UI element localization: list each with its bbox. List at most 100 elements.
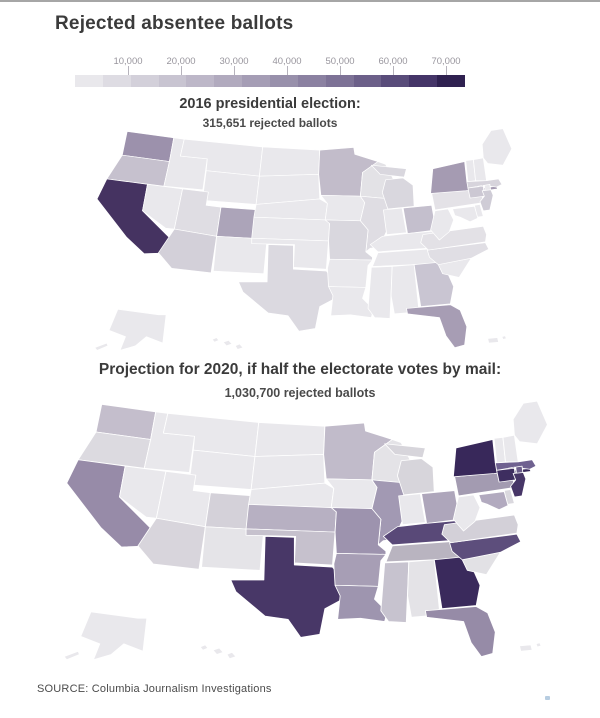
legend-tick (340, 66, 341, 75)
state-WV (430, 208, 455, 241)
state-MI (381, 177, 415, 210)
state-PR (535, 642, 542, 648)
state-HI (212, 647, 224, 655)
state-AZ (137, 517, 206, 570)
state-NH (502, 434, 519, 463)
state-AK (63, 650, 80, 661)
state-ND (259, 146, 321, 177)
state-FL (424, 606, 496, 657)
state-VA (420, 226, 487, 251)
state-TX (238, 244, 338, 332)
state-MI (384, 443, 426, 458)
state-MO (330, 507, 387, 555)
us-map-2016 (94, 128, 513, 351)
legend-tick (393, 66, 394, 75)
state-FL (406, 304, 468, 348)
state-IN (383, 207, 407, 235)
map-2016-subheading: 315,651 rejected ballots (202, 116, 338, 130)
state-PR (501, 335, 507, 340)
legend-tick-label: 50,000 (325, 56, 355, 67)
state-AZ (158, 228, 217, 274)
state-IA (325, 478, 378, 510)
state-IN (398, 493, 426, 525)
state-AL (407, 559, 440, 618)
legend-segment (409, 75, 438, 87)
state-WY (188, 449, 256, 490)
state-NM (201, 526, 265, 571)
state-NJ (510, 472, 527, 498)
state-MD (478, 491, 509, 511)
source-credit: SOURCE: Columbia Journalism Investigatio… (37, 683, 272, 695)
legend-color-bar (75, 75, 466, 87)
legend-tick-label: 40,000 (272, 56, 302, 67)
legend-segment (381, 75, 410, 87)
legend-segment (297, 75, 326, 87)
state-AK (94, 342, 109, 351)
legend-segment (214, 75, 243, 87)
legend-tick (287, 66, 288, 75)
legend-segment (75, 75, 103, 87)
state-WY (201, 170, 260, 205)
us-map-2020 (63, 400, 548, 661)
state-MD (452, 205, 479, 223)
legend-tick (181, 66, 182, 75)
state-HI (199, 644, 209, 651)
legend-tick-label: 10,000 (113, 56, 143, 67)
state-LA (328, 286, 374, 318)
state-ND (254, 422, 326, 457)
legend-tick-label: 70,000 (431, 56, 461, 67)
state-CT (496, 467, 517, 483)
state-MS (367, 266, 393, 319)
map-2016-heading: 2016 presidential election: (179, 96, 361, 112)
state-AR (333, 552, 387, 587)
state-CT (467, 185, 485, 199)
state-PR (519, 644, 533, 652)
state-MI (370, 164, 407, 178)
state-NH (473, 157, 487, 182)
state-TX (230, 535, 346, 638)
legend-tick (446, 66, 447, 75)
state-HI (234, 343, 244, 350)
legend-tick (128, 66, 129, 75)
state-MO (324, 219, 373, 261)
state-KS (251, 216, 331, 242)
legend-segment (130, 75, 159, 87)
map-2020-heading: Projection for 2020, if half the elector… (98, 361, 502, 378)
page-title: Rejected absentee ballots (55, 13, 294, 34)
legend-segment (437, 75, 466, 87)
state-MI (396, 458, 435, 496)
state-WV (452, 494, 481, 532)
state-ME (481, 128, 513, 166)
state-NV (142, 184, 183, 230)
state-AK (108, 308, 167, 351)
map-2020-subheading: 1,030,700 rejected ballots (224, 386, 376, 400)
legend-segment (270, 75, 298, 87)
legend-tick-label: 30,000 (219, 56, 249, 67)
state-LA (334, 584, 388, 622)
state-AL (390, 264, 419, 315)
state-HI (226, 651, 237, 660)
state-NM (212, 236, 268, 275)
legend-segment (325, 75, 354, 87)
state-AR (327, 258, 373, 288)
legend-segment (242, 75, 271, 87)
state-PR (487, 337, 500, 344)
state-KS (245, 504, 337, 533)
state-VA (441, 514, 519, 544)
state-MS (380, 561, 410, 623)
state-HI (211, 337, 220, 343)
state-NJ (479, 189, 494, 212)
legend-segment (353, 75, 382, 87)
legend-segment (186, 75, 215, 87)
stray-blue-mark (545, 696, 550, 700)
state-HI (222, 340, 233, 347)
legend-tick (234, 66, 235, 75)
state-ME (512, 400, 548, 445)
legend-tick-label: 60,000 (378, 56, 408, 67)
legend-segment (158, 75, 187, 87)
legend-segment (102, 75, 131, 87)
state-IA (320, 194, 366, 222)
legend-tick-label: 20,000 (166, 56, 196, 67)
state-AK (80, 611, 148, 661)
